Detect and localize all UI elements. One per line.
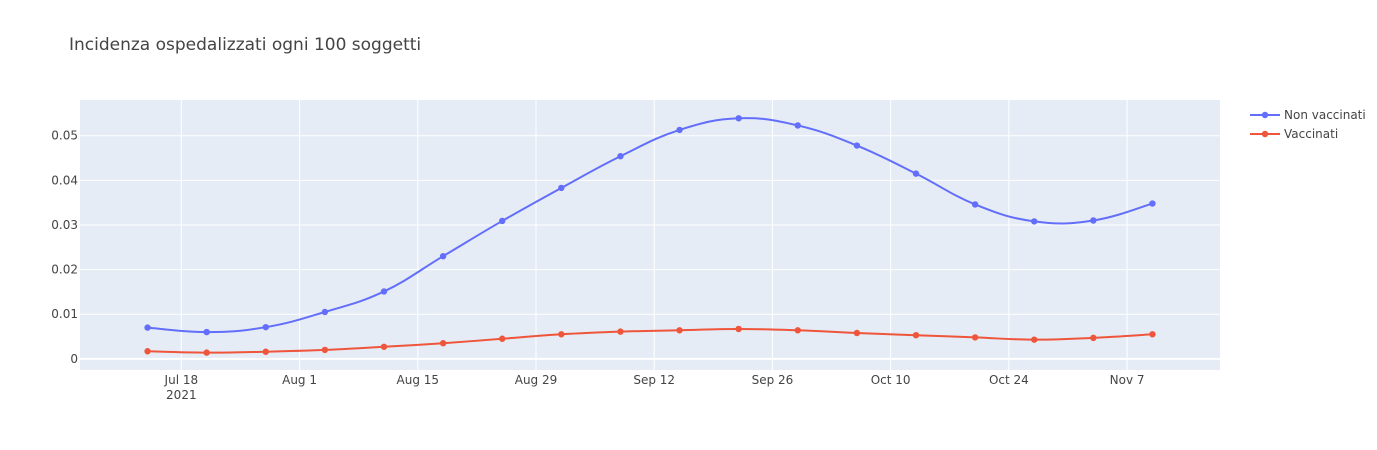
chart-title: Incidenza ospedalizzati ogni 100 soggett… [69, 35, 421, 55]
series-vaccinati [144, 325, 1156, 356]
x-tick-label: Jul 18 [164, 373, 199, 387]
y-axis-ticks: 0 0.01 0.02 0.03 0.04 0.05 [51, 129, 78, 366]
data-point [1031, 336, 1038, 343]
data-point [1090, 217, 1097, 224]
legend-item[interactable]: Non vaccinati [1250, 108, 1366, 122]
x-tick-year-label: 2021 [166, 388, 197, 402]
x-tick-label: Oct 24 [989, 373, 1029, 387]
data-point [499, 217, 506, 225]
data-point [203, 349, 210, 356]
legend-item[interactable]: Vaccinati [1250, 127, 1338, 141]
data-point [558, 331, 565, 338]
data-point [144, 324, 151, 331]
legend-marker-icon [1261, 111, 1269, 119]
data-point [144, 348, 151, 355]
series-line [147, 327, 1153, 354]
legend[interactable]: Non vaccinati Vaccinati [1250, 108, 1366, 141]
y-tick-label: 0.03 [51, 218, 78, 232]
data-point [1090, 334, 1097, 342]
y-tick-label: 0.04 [51, 173, 78, 187]
x-axis-ticks: Jul 18 Aug 1 Aug 15 Aug 29 Sep 12 Sep 26 Oct 1… [164, 373, 1145, 402]
data-point [558, 184, 565, 192]
data-point [794, 327, 801, 334]
legend-marker-icon [1261, 130, 1269, 138]
data-point [971, 334, 979, 341]
series-layer [144, 115, 1156, 356]
data-point [321, 308, 329, 316]
data-point [321, 346, 329, 354]
x-tick-label: Aug 15 [397, 373, 440, 387]
x-tick-label: Sep 12 [633, 373, 675, 387]
data-point [380, 343, 388, 350]
data-point [1031, 218, 1038, 225]
y-tick-label: 0.02 [51, 263, 78, 277]
data-point [853, 329, 861, 337]
data-point [971, 201, 979, 208]
data-point [380, 288, 388, 295]
data-point [617, 153, 624, 160]
data-point [735, 115, 742, 122]
x-tick-label: Sep 26 [752, 373, 794, 387]
data-point [676, 327, 683, 334]
data-point [499, 335, 506, 342]
data-point [439, 252, 447, 260]
legend-label: Non vaccinati [1284, 108, 1366, 122]
data-point [439, 340, 447, 347]
gridlines [80, 100, 1220, 370]
data-point [735, 325, 742, 333]
data-point [912, 331, 920, 339]
data-point [262, 348, 269, 355]
series-non-vaccinati [144, 115, 1156, 336]
x-tick-label: Aug 29 [515, 373, 558, 387]
data-point [1149, 200, 1156, 207]
data-point [853, 142, 861, 149]
data-point [676, 126, 683, 134]
data-point [203, 328, 210, 336]
y-tick-label: 0 [70, 352, 78, 366]
y-tick-label: 0.05 [51, 129, 78, 143]
data-point [1149, 331, 1156, 338]
legend-label: Vaccinati [1284, 127, 1338, 141]
x-tick-label: Aug 1 [282, 373, 317, 387]
x-tick-label: Nov 7 [1110, 373, 1145, 387]
x-tick-label: Oct 10 [871, 373, 911, 387]
data-point [912, 170, 920, 177]
data-point [262, 323, 269, 331]
y-tick-label: 0.01 [51, 307, 78, 321]
data-point [617, 328, 624, 335]
data-point [794, 122, 801, 129]
plot-area [80, 100, 1220, 370]
